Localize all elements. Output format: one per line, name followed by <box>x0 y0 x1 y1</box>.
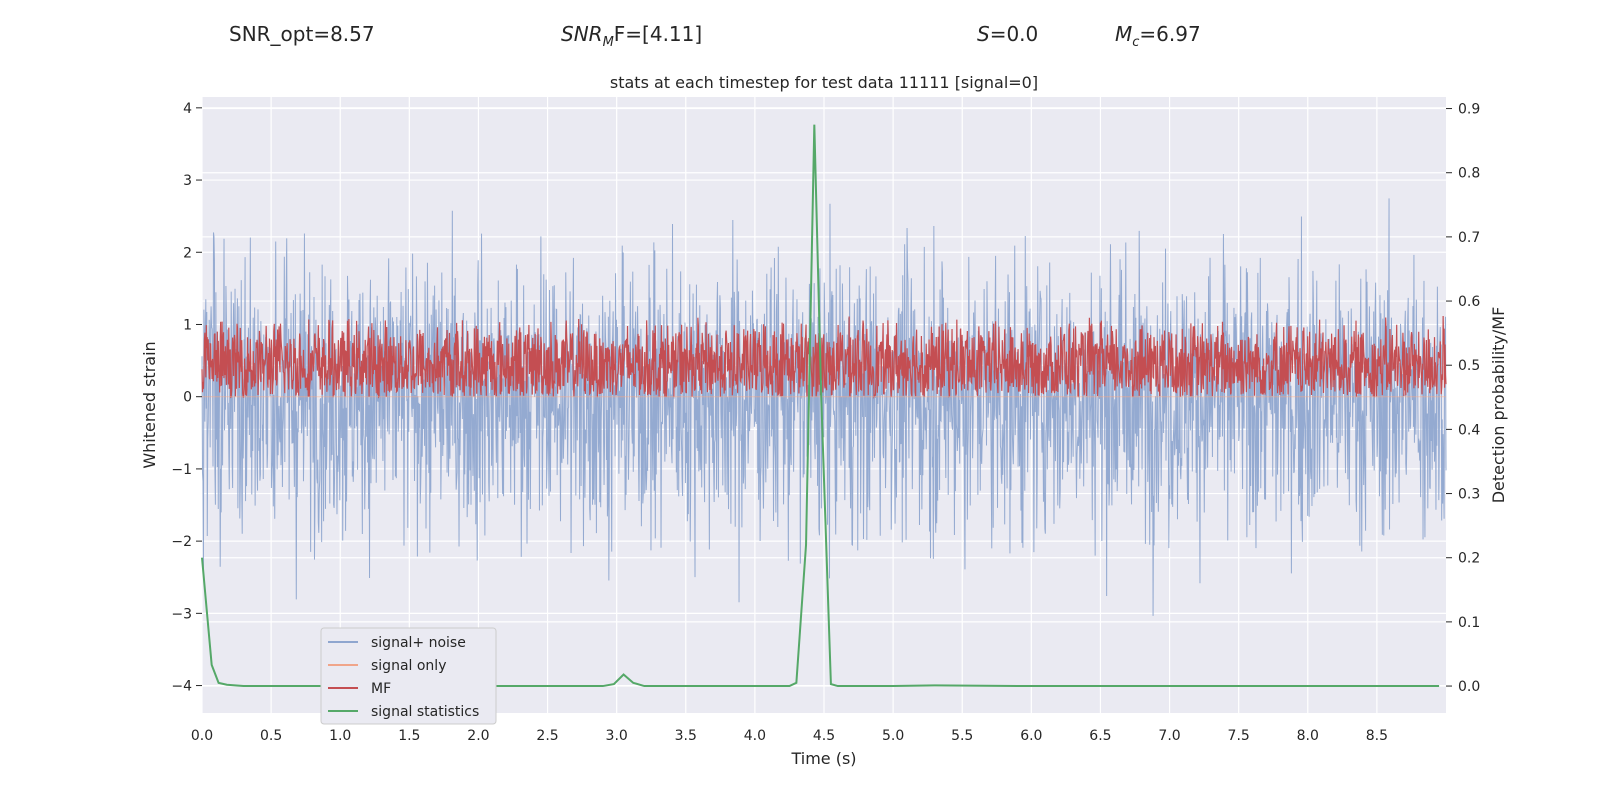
axes: 0.0 0.5 1.0 1.5 2.0 2.5 3.0 3.5 4.0 4.5 5.0 5.5 6.0 6… <box>171 101 1480 744</box>
x-axis-label: Time (s) <box>790 749 856 768</box>
legend: signal+ noise signal only MF signal statist… <box>320 627 497 725</box>
y-tick-label-right: 0.9 <box>1458 102 1480 118</box>
x-tick-label: 0.0 <box>191 728 213 744</box>
x-tick-label: 5.0 <box>882 728 904 744</box>
x-tick-label: 8.5 <box>1366 728 1388 744</box>
x-tick-label: 6.0 <box>1020 728 1042 744</box>
snr-opt-label: SNR_opt=8.57 <box>229 22 375 46</box>
legend-box <box>320 627 497 725</box>
signal-statistics-series <box>201 124 1440 688</box>
y-tick-label-right: 0.8 <box>1458 166 1480 182</box>
y-tick-label-left: −2 <box>171 534 192 550</box>
mc-value: =6.97 <box>1139 22 1201 46</box>
s-value: =0.0 <box>989 22 1039 46</box>
y-tick-label-right: 0.4 <box>1458 422 1480 438</box>
x-tick-label: 7.5 <box>1228 728 1250 744</box>
legend-label: MF <box>371 681 391 697</box>
signal-statistics-line <box>201 124 1440 688</box>
mc-label: Mc=6.97 <box>1115 22 1201 50</box>
x-tick-label: 4.0 <box>744 728 766 744</box>
y-tick-label-right: 0.6 <box>1458 294 1480 310</box>
snr-mf-base: SNR <box>561 22 603 46</box>
x-tick-label: 7.0 <box>1158 728 1180 744</box>
y-tick-label-left: 2 <box>183 245 192 261</box>
x-tick-label: 8.0 <box>1297 728 1319 744</box>
x-tick-label: 1.5 <box>398 728 420 744</box>
mc-var: M <box>1115 22 1133 46</box>
x-tick-label: 5.5 <box>951 728 973 744</box>
y-tick-label-right: 0.0 <box>1458 679 1480 695</box>
y-tick-label-left: −4 <box>171 679 192 695</box>
y-tick-label-left: 1 <box>183 317 192 333</box>
y-tick-label-left: 0 <box>183 390 192 406</box>
y-tick-label-right: 0.3 <box>1458 487 1480 503</box>
s-label: S=0.0 <box>977 22 1038 46</box>
x-tick-label: 1.0 <box>329 728 351 744</box>
mf-series <box>201 315 1447 399</box>
y-axis-label-left: Whitened strain <box>140 341 159 468</box>
legend-label: signal only <box>371 658 446 674</box>
s-var: S <box>977 22 990 46</box>
y-tick-label-left: −3 <box>171 606 192 622</box>
y-axis-label-right: Detection probability/MF <box>1489 307 1508 504</box>
y-tick-label-left: 3 <box>183 173 192 189</box>
x-tick-label: 3.5 <box>675 728 697 744</box>
snr-mf-label: SNRMF=[4.11] <box>561 22 702 50</box>
y-tick-label-left: 4 <box>183 101 192 117</box>
mf-line <box>201 315 1447 399</box>
mc-sub: c <box>1132 35 1140 50</box>
legend-label: signal statistics <box>371 704 479 720</box>
snr-mf-sub: M <box>602 35 614 50</box>
y-tick-label-right: 0.1 <box>1458 615 1480 631</box>
x-tick-label: 3.0 <box>606 728 628 744</box>
y-tick-label-right: 0.2 <box>1458 551 1480 567</box>
y-tick-label-left: −1 <box>171 462 192 478</box>
x-tick-label: 6.5 <box>1089 728 1111 744</box>
x-tick-label: 2.5 <box>536 728 558 744</box>
x-tick-label: 4.5 <box>813 728 835 744</box>
y-tick-label-right: 0.7 <box>1458 230 1480 246</box>
y-tick-label-right: 0.5 <box>1458 358 1480 374</box>
snr-mf-value: F=[4.11] <box>613 22 703 46</box>
legend-label: signal+ noise <box>371 635 466 651</box>
chart-title: stats at each timestep for test data 111… <box>610 73 1038 92</box>
x-tick-label: 0.5 <box>260 728 282 744</box>
x-tick-label: 2.0 <box>467 728 489 744</box>
